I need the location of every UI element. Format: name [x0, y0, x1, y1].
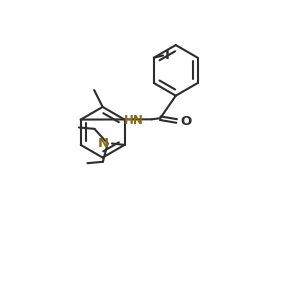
Text: HN: HN: [124, 114, 144, 127]
Text: I: I: [164, 49, 169, 62]
Text: O: O: [180, 115, 191, 128]
Text: N: N: [98, 137, 109, 150]
